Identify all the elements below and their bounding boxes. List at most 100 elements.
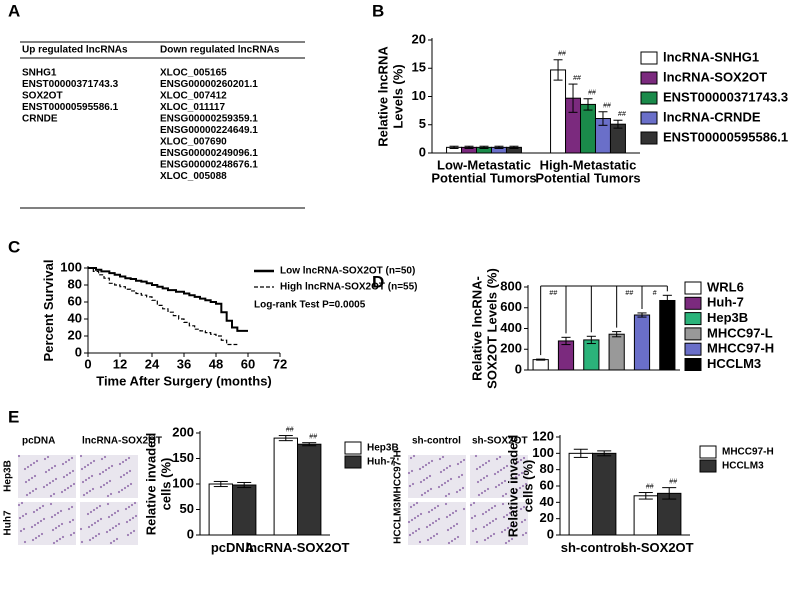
cell-dot [522, 456, 526, 460]
cell-dot [484, 510, 488, 514]
cell-dot [494, 485, 498, 489]
cell-dot [456, 535, 460, 539]
cell-dot [429, 487, 433, 491]
cell-dot [66, 486, 70, 490]
bar [532, 359, 549, 371]
legend-label: MHCC97-L [707, 325, 773, 340]
cell-dot [512, 490, 516, 494]
legend-swatch [344, 455, 362, 469]
legend-swatch [640, 91, 658, 105]
x-tick-label: pcDNA [211, 540, 255, 555]
y-tick-label: 100 [60, 259, 82, 274]
cell-dot [34, 487, 38, 491]
cell-dot [131, 516, 135, 520]
cell-dot [408, 484, 412, 488]
cell-dot [35, 459, 39, 463]
table-cell: SNHG1 [22, 68, 57, 79]
cell-dot [40, 532, 44, 536]
cell-dot [519, 458, 523, 462]
cell-dot [110, 464, 114, 468]
survival-curve [88, 267, 238, 346]
table-cell: XLOC_005088 [160, 171, 227, 182]
cell-dot [457, 475, 461, 479]
cell-dot [60, 490, 64, 494]
cell-dot [110, 513, 114, 517]
cell-dot [129, 531, 133, 535]
significance: ## [603, 103, 611, 110]
cell-dot [80, 540, 84, 544]
cell-dot [474, 527, 478, 531]
legend-label: Hep3B [707, 310, 748, 325]
cell-dot [54, 477, 58, 481]
cell-dot [469, 503, 473, 507]
legend-swatch [640, 51, 658, 65]
image-row-label: HCCLM3 [393, 502, 404, 544]
annotation: Log-rank Test P=0.0005 [254, 300, 366, 311]
cell-dot [69, 533, 73, 537]
cell-dot [475, 540, 479, 544]
cell-dot [107, 466, 111, 470]
legend-label: MHCC97-H [722, 447, 774, 458]
cell-dot [515, 488, 519, 492]
cell-dot [523, 469, 527, 473]
cell-dot [20, 501, 24, 505]
cell-dot [115, 537, 119, 541]
cell-dot [408, 533, 412, 537]
cell-dot [418, 467, 422, 471]
bar [592, 452, 617, 536]
cell-dot [461, 486, 465, 490]
cell-dot [482, 476, 486, 480]
table-cell: ENSG00000248676.1 [160, 160, 258, 171]
legend-label: Huh-7 [707, 295, 744, 310]
y-tick-label: 600 [500, 299, 522, 314]
cell-dot [101, 470, 105, 474]
cell-dot [84, 478, 88, 482]
cell-dot [17, 454, 21, 458]
cell-dot [18, 516, 22, 520]
cell-dot [411, 482, 415, 486]
cell-dot [82, 493, 86, 497]
cell-dot [458, 488, 462, 492]
cell-dot [107, 515, 111, 519]
cell-dot [443, 481, 447, 485]
cell-dot [50, 515, 54, 519]
cell-dot [462, 507, 466, 511]
cell-dot [99, 485, 103, 489]
image-column-label: lncRNA-SOX2OT [82, 436, 162, 447]
cell-dot [50, 466, 54, 470]
significance: ## [669, 478, 677, 485]
cell-dot [45, 483, 49, 487]
cell-dot [42, 517, 46, 521]
cell-dot [65, 473, 69, 477]
cell-dot [134, 514, 138, 518]
table-cell: ENST00000595586.1 [22, 102, 119, 113]
cell-dot [437, 485, 441, 489]
legend-label: ENST00000595586.1 [663, 129, 788, 144]
cell-dot [94, 534, 98, 538]
x-tick-label: 0 [84, 356, 91, 371]
cell-dot [125, 471, 129, 475]
cell-dot [46, 455, 50, 459]
y-axis-label: Relative invadedcells (%) [506, 435, 536, 538]
cell-dot [87, 525, 91, 529]
x-tick-label: sh-control [561, 540, 625, 555]
cell-dot [419, 480, 423, 484]
cell-dot [61, 535, 65, 539]
cell-dot [487, 459, 491, 463]
x-tick-label: High-Metastatic Potential Tumors [535, 158, 640, 186]
cell-dot [407, 471, 411, 475]
cell-dot [407, 520, 411, 524]
bar [633, 495, 658, 536]
cell-dot [409, 456, 413, 460]
cell-dot [109, 541, 113, 545]
cell-dot [420, 493, 424, 497]
cell-dot [87, 476, 91, 480]
cell-dot [505, 464, 509, 468]
micrograph [18, 502, 76, 545]
legend-swatch [699, 445, 717, 459]
cell-dot [126, 533, 130, 537]
cell-dot [92, 459, 96, 463]
cell-dot [97, 532, 101, 536]
cell-dot [30, 525, 34, 529]
